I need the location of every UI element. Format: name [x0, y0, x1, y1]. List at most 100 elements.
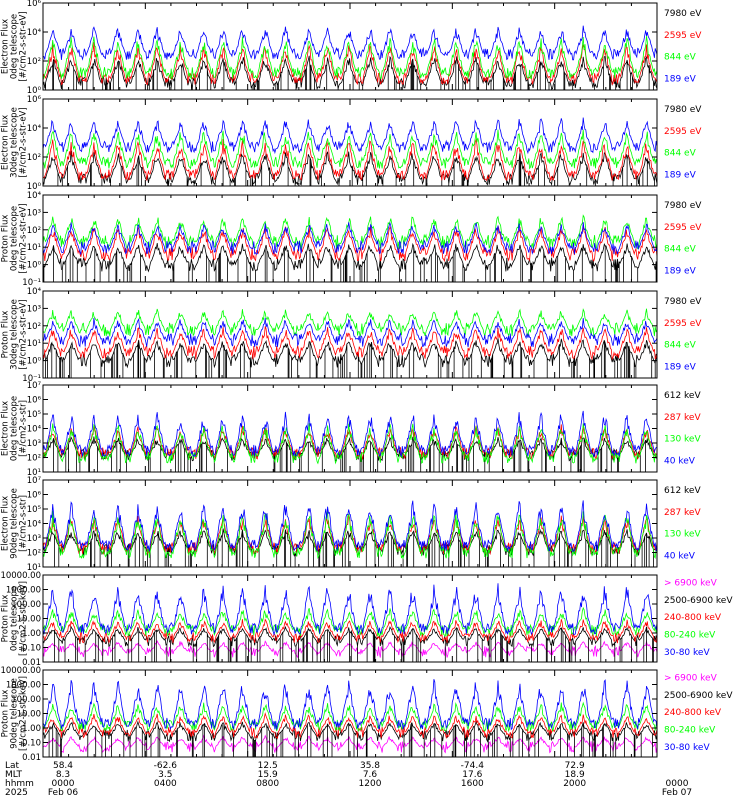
legend-entry: 130 keV: [664, 435, 701, 445]
x-axis-row-label: hhmm: [5, 779, 34, 789]
y-tick-label: 10⁰: [27, 86, 42, 96]
legend-entry: 2595 eV: [664, 223, 702, 233]
x-axis-value: 8.3: [56, 770, 70, 780]
legend-entry: 7980 eV: [664, 9, 702, 19]
legend-entry: 130 keV: [664, 530, 701, 540]
legend-entry: 40 keV: [664, 551, 696, 561]
x-axis-value: Feb 06: [48, 788, 79, 798]
panel-3: 10⁻¹ 10⁰ 10¹ 10² 10³ 10⁴ TEDProton Flux0deg te…: [0, 191, 702, 288]
y-tick-label: 10⁶: [27, 0, 42, 9]
series-line-3: [42, 712, 658, 740]
y-tick-label: 10⁵: [27, 505, 41, 515]
panel-frame: [42, 194, 658, 283]
panel-1: 10⁰ 10² 10⁴ 10⁶ TEDElectron Flux0deg telesco…: [0, 0, 702, 96]
series-line-4: [42, 701, 658, 733]
x-axis-row-label: Lat: [5, 761, 20, 771]
series-line-2: [42, 225, 658, 263]
series-line-4: [42, 606, 658, 638]
legend-entry: 612 keV: [664, 391, 701, 401]
y-tick-label: 10⁴: [27, 425, 42, 435]
x-axis-value: 35.8: [360, 761, 380, 771]
x-axis-value: 72.9: [565, 761, 585, 771]
legend-entry: > 6900 keV: [664, 578, 718, 588]
y-tick-label: 10⁴: [27, 287, 42, 297]
series-line-4: [42, 117, 658, 155]
legend-entry: 844 eV: [664, 341, 697, 351]
legend-entry: 287 keV: [664, 413, 701, 423]
legend-entry: 240-800 keV: [664, 708, 722, 718]
x-axis-value: Feb 07: [662, 788, 692, 798]
legend-entry: 612 keV: [664, 486, 701, 496]
series-line-2: [42, 326, 658, 361]
x-axis-value: 17.6: [462, 770, 482, 780]
y-tick-label: 10000.00: [0, 571, 41, 581]
y-tick-label: 10000.00: [0, 666, 41, 676]
x-axis-value: -74.4: [461, 761, 485, 771]
y-tick-label: 1.00: [22, 724, 41, 734]
series-line-1: [42, 734, 658, 754]
series-line-3: [42, 510, 658, 560]
y-tick-label: 10⁴: [27, 520, 42, 530]
y-tick-label: 10³: [27, 439, 41, 449]
legend-entry: 189 eV: [664, 266, 697, 276]
y-axis-label: MEPEDProton Flux0deg telescope[#/cm2-s-s…: [0, 581, 29, 656]
legend-entry: 80-240 keV: [664, 726, 716, 736]
y-tick-label: 10⁰: [27, 357, 42, 367]
legend-entry: 2595 eV: [664, 319, 702, 329]
y-tick-label: 10³: [27, 304, 41, 314]
x-axis-row-label: MLT: [5, 770, 23, 780]
y-tick-label: 10²: [27, 226, 41, 236]
x-axis-value: 0000: [666, 779, 689, 789]
legend-entry: 2595 eV: [664, 127, 702, 137]
y-tick-label: 10⁶: [27, 396, 42, 406]
series-line-4: [42, 500, 658, 553]
y-tick-label: 1000.00: [6, 586, 41, 596]
y-tick-label: 1000.00: [6, 681, 41, 691]
y-tick-label: 10²: [27, 454, 41, 464]
y-tick-label: 10⁶: [27, 491, 42, 501]
y-tick-label: 0.10: [22, 644, 41, 654]
x-axis-value: 0400: [154, 779, 177, 789]
series-line-4: [42, 221, 658, 256]
legend-entry: 80-240 keV: [664, 631, 716, 641]
x-axis-value: 58.4: [53, 761, 73, 771]
y-axis-label: TEDElectron Flux30deg telescope[#/cm2-s-…: [0, 107, 29, 178]
y-tick-label: 10.00: [17, 710, 41, 720]
y-tick-label: 10²: [27, 322, 41, 332]
y-tick-label: 10³: [27, 534, 41, 544]
y-tick-label: 10⁰: [27, 182, 42, 192]
series-line-4: [42, 317, 658, 348]
x-axis-value: 15.9: [258, 770, 278, 780]
legend-entry: 844 eV: [664, 245, 697, 255]
legend-entry: 189 eV: [664, 170, 697, 180]
y-tick-label: 10²: [27, 57, 41, 67]
legend-entry: 7980 eV: [664, 105, 702, 115]
x-axis-value: 1600: [461, 779, 484, 789]
y-tick-label: 10⁵: [27, 410, 41, 420]
y-tick-label: 10²: [27, 549, 41, 559]
legend-entry: 40 keV: [664, 456, 696, 466]
legend-entry: 7980 eV: [664, 201, 702, 211]
y-tick-label: 10⁴: [27, 191, 42, 201]
legend-entry: 189 eV: [664, 362, 697, 372]
legend-entry: 7980 eV: [664, 297, 702, 307]
series-line-1: [42, 338, 658, 378]
series-line-1: [42, 242, 658, 282]
x-axis-value: 2000: [563, 779, 586, 789]
series-line-3: [42, 35, 658, 80]
y-tick-label: 10²: [27, 153, 41, 163]
y-tick-label: 10³: [27, 208, 41, 218]
y-tick-label: 10¹: [27, 243, 41, 253]
y-axis-label: MEPEDProton Flux90deg telescope[#/cm2-s-…: [0, 676, 29, 751]
legend-entry: 2595 eV: [664, 31, 702, 41]
legend-entry: > 6900 keV: [664, 673, 718, 683]
x-axis-value: 3.5: [158, 770, 172, 780]
x-axis-value: 1200: [359, 779, 382, 789]
legend-entry: 844 eV: [664, 149, 697, 159]
y-axis-label: MEPEDElectron Flux0deg telescope[#/cm2-s…: [0, 396, 29, 461]
series-line-4: [42, 25, 658, 61]
y-tick-label: 0.01: [22, 753, 41, 763]
